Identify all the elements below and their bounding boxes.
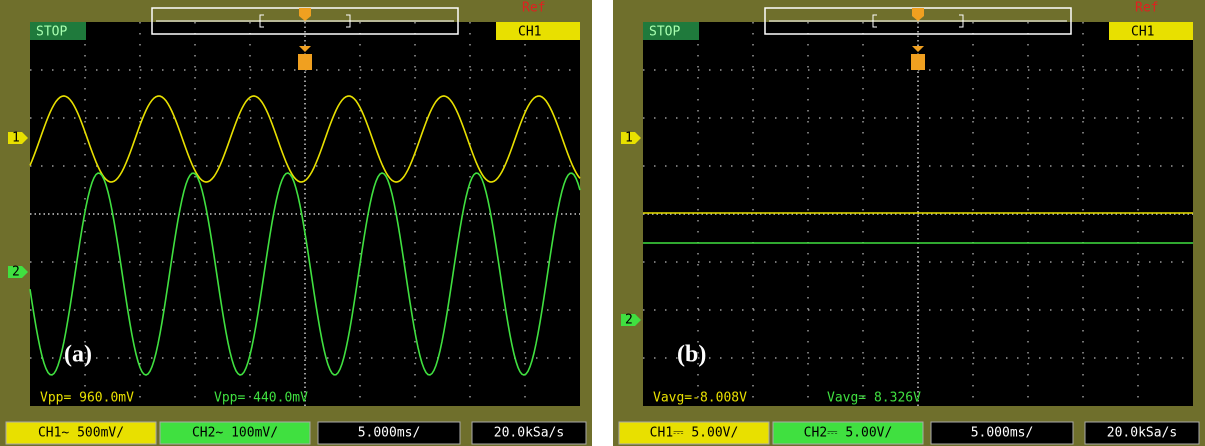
channel-marker-text: 2 [12,265,20,280]
channel-marker-text: 2 [625,313,633,328]
ref-text: Ref [1135,1,1158,16]
footer-text: CH2~ 100mV/ [192,426,278,441]
footer-text: 5.000ms/ [358,426,421,441]
footer-text: CH1~ 500mV/ [38,426,124,441]
scope-panel: STOP Ref CH1 1 2 (a) Vpp= 960.0mV Vpp= 440.0mV C… [0,0,592,446]
measurement: Vavg=-8.008V [653,391,747,406]
footer-text: 20.0kSa/s [494,426,564,441]
footer-text: 5.000ms/ [971,426,1034,441]
measurement: Vpp= 960.0mV [40,391,134,406]
footer-text: 20.0kSa/s [1107,426,1177,441]
panel-label: (a) [64,342,92,368]
measurement: Vpp= 440.0mV [214,391,308,406]
channel-marker-text: 1 [625,131,633,146]
trigger-channel-text: CH1 [1131,25,1154,40]
oscilloscope-figure: STOP Ref CH1 1 2 (a) Vpp= 960.0mV Vpp= 440.0mV C… [0,0,1205,446]
status-text: STOP [649,25,680,40]
measurement: Vavg= 8.326V [827,391,921,406]
scope-panel: STOP Ref CH1 1 2 (b) Vavg=-8.008V Vavg= 8.326V C… [613,0,1205,446]
panel-label: (b) [677,342,706,368]
footer-text: CH1⎓ 5.00V/ [650,426,739,441]
channel-marker-text: 1 [12,131,20,146]
ref-text: Ref [522,1,545,16]
footer-text: CH2⎓ 5.00V/ [804,426,893,441]
trigger-channel-text: CH1 [518,25,541,40]
status-text: STOP [36,25,67,40]
